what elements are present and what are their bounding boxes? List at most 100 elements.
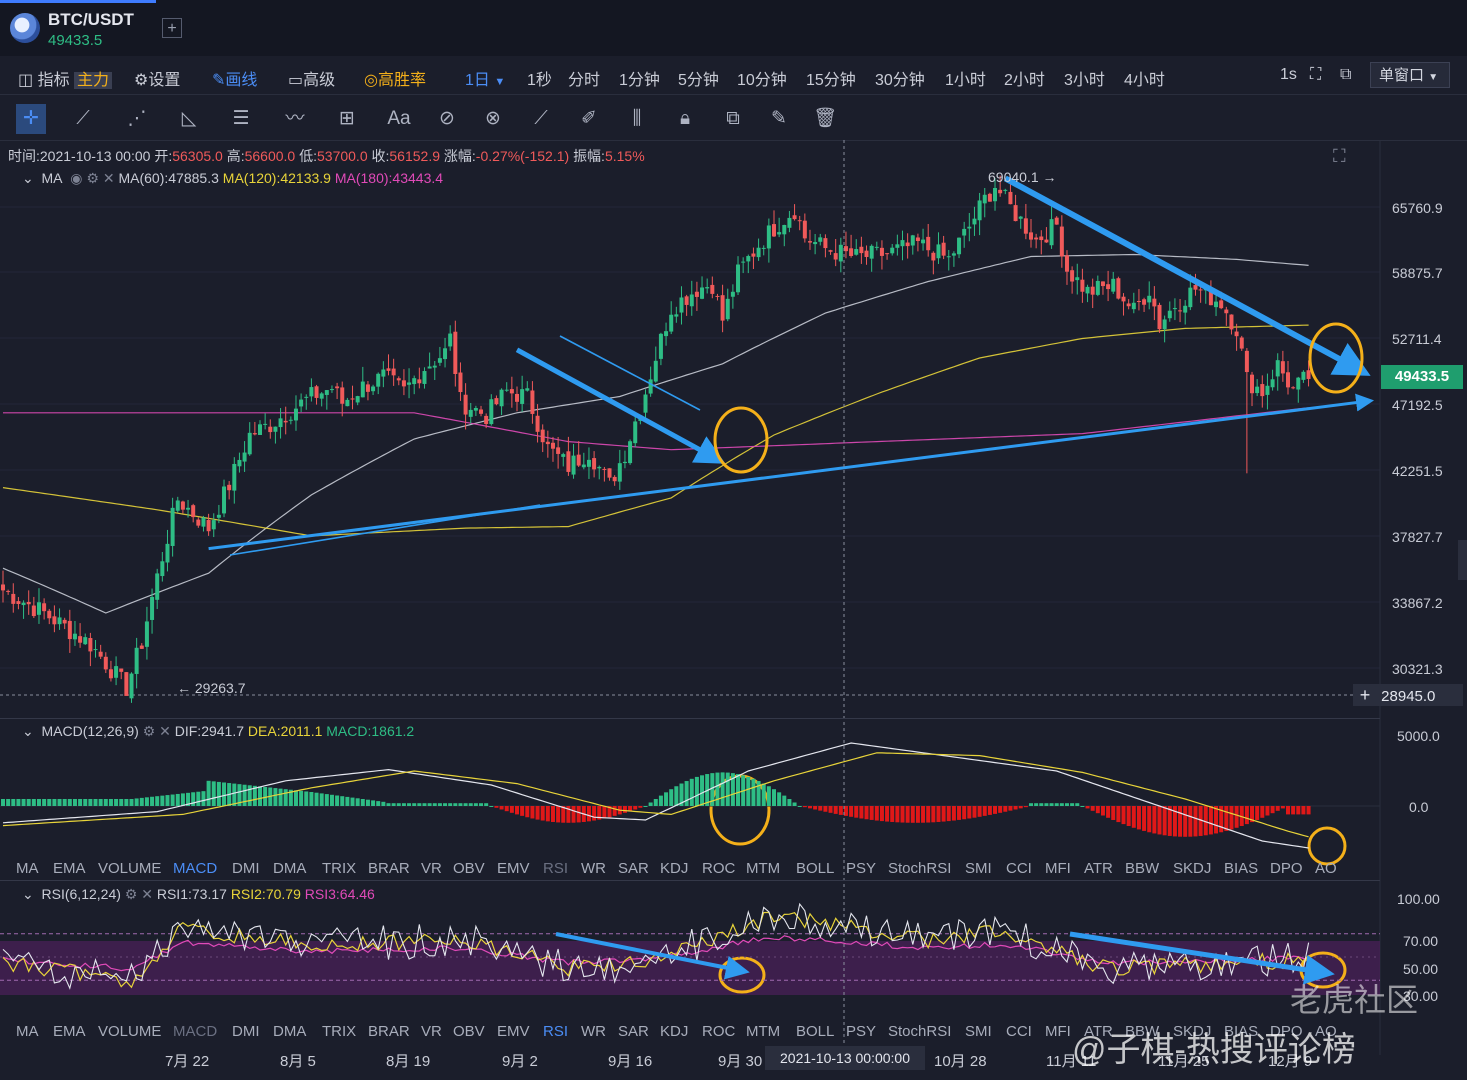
indicator-tab-wr[interactable]: WR <box>581 1023 606 1040</box>
collapse-icon[interactable]: ⌄ <box>22 170 34 186</box>
period-10m[interactable]: 10分钟 <box>737 72 787 89</box>
indicator-tab-ao[interactable]: AO <box>1315 860 1337 877</box>
close-icon[interactable]: ✕ <box>159 723 171 739</box>
period-5m[interactable]: 5分钟 <box>678 72 719 89</box>
indicator-tab-bias[interactable]: BIAS <box>1224 1023 1259 1040</box>
indicator-tab-stochrsi[interactable]: StochRSI <box>888 1023 952 1040</box>
box-plus-icon[interactable]: ⊞ <box>339 108 355 129</box>
indicator-tab-brar[interactable]: BRAR <box>368 1023 410 1040</box>
period-select[interactable]: 1日 ▼ <box>465 66 505 90</box>
indicator-tab-volume[interactable]: VOLUME <box>98 1023 162 1040</box>
indicator-tab-mfi[interactable]: MFI <box>1045 860 1071 877</box>
parallel-lines-icon[interactable]: ☰ <box>232 108 250 129</box>
period-2h[interactable]: 2小时 <box>1004 72 1045 89</box>
indicator-tab-emv[interactable]: EMV <box>497 1023 530 1040</box>
period-15m[interactable]: 15分钟 <box>806 72 856 89</box>
period-1h[interactable]: 1小时 <box>945 72 986 89</box>
indicator-button[interactable]: ◫ 指标 主力 <box>18 66 113 90</box>
indicator-tab-kdj[interactable]: KDJ <box>660 860 689 877</box>
add-alert-icon[interactable]: + <box>1359 685 1371 705</box>
winrate-button[interactable]: ◎高胜率 <box>364 66 426 90</box>
indicator-tab-sar[interactable]: SAR <box>618 860 649 877</box>
settings-button[interactable]: ⚙设置 <box>134 66 180 90</box>
indicator-tab-rsi[interactable]: RSI <box>543 1023 569 1040</box>
crosshair-icon[interactable]: ✛ <box>16 104 46 134</box>
indicator-tab-macd[interactable]: MACD <box>173 860 218 877</box>
indicator-tab-volume[interactable]: VOLUME <box>98 860 162 877</box>
indicator-tab-atr[interactable]: ATR <box>1084 1023 1113 1040</box>
edit-icon[interactable]: ✎ <box>771 108 787 129</box>
indicator-tab-ma[interactable]: MA <box>16 860 39 877</box>
indicator-tab-bias[interactable]: BIAS <box>1224 860 1259 877</box>
indicator-tab-wr[interactable]: WR <box>581 860 606 877</box>
indicator-tab-mtm[interactable]: MTM <box>746 860 781 877</box>
indicator-tab-smi[interactable]: SMI <box>965 860 992 877</box>
indicator-tab-vr[interactable]: VR <box>421 860 442 877</box>
angle-icon[interactable]: ◺ <box>181 108 197 129</box>
indicator-tab-ema[interactable]: EMA <box>53 1023 86 1040</box>
fullscreen-icon[interactable]: ⛶ <box>1310 66 1322 83</box>
period-4h[interactable]: 4小时 <box>1124 72 1165 89</box>
indicator-tab-mtm[interactable]: MTM <box>746 1023 781 1040</box>
indicator-tab-obv[interactable]: OBV <box>453 1023 485 1040</box>
add-tab-button[interactable]: + <box>162 18 182 38</box>
side-panel-toggle[interactable] <box>1458 540 1467 580</box>
indicator-tab-stochrsi[interactable]: StochRSI <box>888 860 952 877</box>
multi-line-icon[interactable]: ⋰ <box>127 108 147 129</box>
text-icon[interactable]: Aa <box>387 108 411 129</box>
indicator-tab-ao[interactable]: AO <box>1315 1023 1337 1040</box>
speed-label[interactable]: 1s <box>1280 66 1297 83</box>
indicator-tab-atr[interactable]: ATR <box>1084 860 1113 877</box>
lock-icon[interactable]: 🔒︎ <box>679 108 691 129</box>
gear-icon[interactable]: ⚙ <box>124 886 138 902</box>
restore-icon[interactable]: ⧉ <box>1340 66 1352 83</box>
indicator-tab-vr[interactable]: VR <box>421 1023 442 1040</box>
indicator-tab-psy[interactable]: PSY <box>846 1023 877 1040</box>
indicator-tab-trix[interactable]: TRIX <box>322 860 357 877</box>
main-indicator-badge[interactable]: 主力 <box>74 72 113 89</box>
indicator-tab-dmi[interactable]: DMI <box>232 1023 260 1040</box>
indicator-tab-rsi[interactable]: RSI <box>543 860 569 877</box>
period-1m[interactable]: 1分钟 <box>619 72 660 89</box>
period-30m[interactable]: 30分钟 <box>875 72 925 89</box>
indicator-tab-bbw[interactable]: BBW <box>1125 1023 1160 1040</box>
gear-icon[interactable]: ⚙ <box>86 170 99 186</box>
indicator-tab-smi[interactable]: SMI <box>965 1023 992 1040</box>
indicator-tab-cci[interactable]: CCI <box>1006 860 1032 877</box>
period-3h[interactable]: 3小时 <box>1064 72 1105 89</box>
indicator-tab-trix[interactable]: TRIX <box>322 1023 357 1040</box>
indicator-tab-skdj[interactable]: SKDJ <box>1173 1023 1212 1040</box>
window-mode-select[interactable]: 单窗口 ▼ <box>1370 62 1450 88</box>
indicator-tab-skdj[interactable]: SKDJ <box>1173 860 1212 877</box>
indicator-tab-ema[interactable]: EMA <box>53 860 86 877</box>
magnet-icon[interactable]: ⊗ <box>485 108 501 129</box>
collapse-icon[interactable]: ⌄ <box>22 723 34 739</box>
indicator-tab-bbw[interactable]: BBW <box>1125 860 1160 877</box>
indicator-tab-kdj[interactable]: KDJ <box>660 1023 689 1040</box>
indicator-tab-cci[interactable]: CCI <box>1006 1023 1032 1040</box>
indicator-tab-dma[interactable]: DMA <box>273 860 307 877</box>
indicator-tab-mfi[interactable]: MFI <box>1045 1023 1071 1040</box>
indicator-tab-roc[interactable]: ROC <box>702 860 736 877</box>
indicator-tab-dpo[interactable]: DPO <box>1270 1023 1303 1040</box>
collapse-icon[interactable]: ⌄ <box>22 886 34 902</box>
close-icon[interactable]: ✕ <box>141 886 153 902</box>
indicator-tab-obv[interactable]: OBV <box>453 860 485 877</box>
indicator-tab-roc[interactable]: ROC <box>702 1023 736 1040</box>
indicator-tab-dmi[interactable]: DMI <box>232 860 260 877</box>
trendline-icon[interactable]: ⟋ <box>76 108 90 129</box>
wave-icon[interactable]: 〰 <box>285 108 305 129</box>
measure-icon[interactable]: ⊘ <box>439 108 455 129</box>
indicator-tab-sar[interactable]: SAR <box>618 1023 649 1040</box>
eye-icon[interactable]: ◉ <box>70 170 83 186</box>
kline-chart[interactable] <box>0 140 1467 1080</box>
indicator-tab-boll[interactable]: BOLL <box>796 1023 835 1040</box>
indicator-tab-emv[interactable]: EMV <box>497 860 530 877</box>
indicator-tab-brar[interactable]: BRAR <box>368 860 410 877</box>
advanced-button[interactable]: ▭高级 <box>288 66 335 90</box>
sliders-icon[interactable]: ⫼ <box>632 108 642 129</box>
period-timeshare[interactable]: 分时 <box>568 72 601 89</box>
indicator-tab-dpo[interactable]: DPO <box>1270 860 1303 877</box>
indicator-tab-ma[interactable]: MA <box>16 1023 39 1040</box>
expand-chart-icon[interactable]: ⛶ <box>1333 146 1346 166</box>
